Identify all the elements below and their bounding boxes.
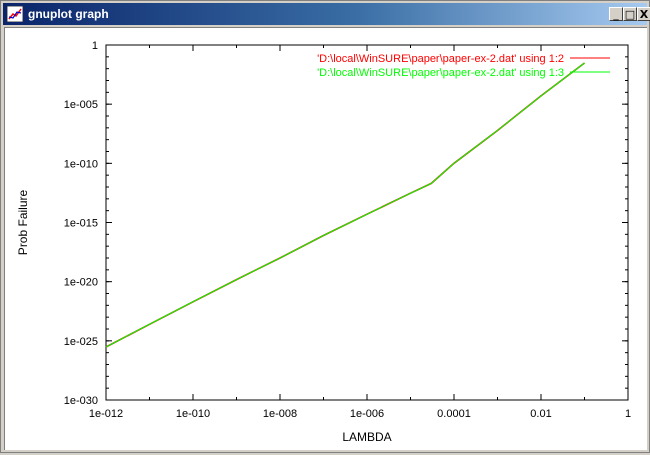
title-bar[interactable]: gnuplot graph _ □ X — [3, 3, 650, 25]
y-tick-label: 1e-015 — [64, 218, 98, 230]
x-tick-label: 0.0001 — [437, 408, 471, 420]
x-tick-label: 0.01 — [530, 408, 551, 420]
x-tick-label: 1e-010 — [176, 408, 210, 420]
x-tick-label: 1e-006 — [350, 408, 384, 420]
minimize-button[interactable]: _ — [609, 7, 623, 21]
y-axis-label: Prob Failure — [16, 190, 30, 256]
legend-entry-label-1: 'D:\local\WinSURE\paper\paper-ex-2.dat' … — [317, 53, 564, 65]
x-tick-label: 1 — [625, 408, 631, 420]
y-tick-label: 1e-010 — [64, 158, 98, 170]
y-tick-label: 1e-020 — [64, 277, 98, 289]
gnuplot-app-icon — [7, 6, 23, 22]
x-tick-label: 1e-012 — [89, 408, 123, 420]
plot-area: 1e-012 1e-010 1e-008 1e-006 0.0001 0.01 1 1 1e-0… — [4, 27, 647, 450]
x-tick-label: 1e-008 — [263, 408, 297, 420]
x-axis-label: LAMBDA — [342, 430, 391, 444]
close-button[interactable]: X — [637, 7, 650, 21]
legend-entry-label-2: 'D:\local\WinSURE\paper\paper-ex-2.dat' … — [317, 67, 564, 79]
y-tick-label: 1 — [92, 40, 98, 52]
y-tick-label: 1e-030 — [64, 395, 98, 407]
series-line-1 — [105, 62, 585, 348]
y-tick-label: 1e-005 — [64, 99, 98, 111]
series-line-2 — [105, 62, 585, 348]
line-chart: 1e-012 1e-010 1e-008 1e-006 0.0001 0.01 1 1 1e-0… — [16, 40, 631, 444]
maximize-button[interactable]: □ — [623, 7, 637, 21]
y-tick-label: 1e-025 — [64, 336, 98, 348]
window-title: gnuplot graph — [28, 7, 109, 21]
plot-border — [105, 44, 629, 401]
